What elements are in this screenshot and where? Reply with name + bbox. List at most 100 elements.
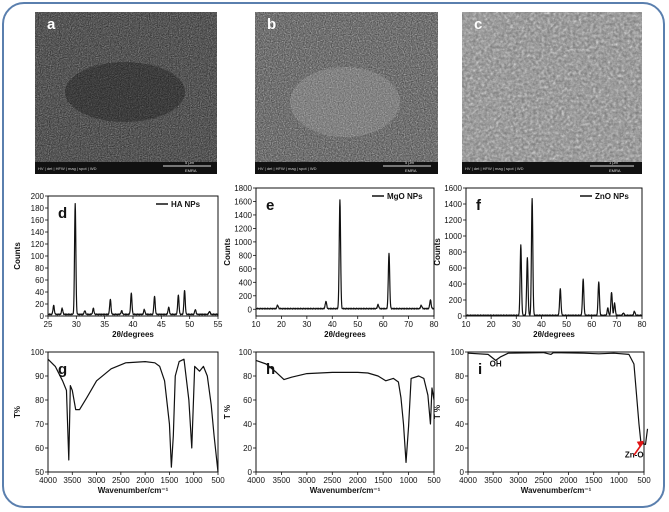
sem-databar-c: HV | det | HFW | mag | spot | WD xyxy=(465,166,524,171)
y-tick-label-f: 1000 xyxy=(444,232,462,241)
y-axis-label-g: T% xyxy=(13,406,22,418)
sem-image-c: HV | det | HFW | mag | spot | WD 1 μm EM… xyxy=(462,12,642,174)
x-tick-label-h: 3000 xyxy=(298,476,316,485)
chart-i: 4000 3500 3000 2500 2000 1500 1000 500 0 20 40 60 80… xyxy=(432,344,657,504)
y-tick-label-h: 40 xyxy=(243,420,252,429)
y-tick-label-e: 200 xyxy=(239,292,253,301)
sem-databar-a: HV | det | HFW | mag | spot | WD xyxy=(38,166,97,171)
y-tick-label-f: 600 xyxy=(449,264,463,273)
x-tick-label-d: 40 xyxy=(129,320,138,329)
y-tick-label-e: 1800 xyxy=(234,184,252,193)
x-tick-label-e: 20 xyxy=(277,320,286,329)
x-tick-label-i: 3500 xyxy=(484,476,502,485)
x-tick-label-g: 3500 xyxy=(63,476,81,485)
y-tick-label-h: 80 xyxy=(243,372,252,381)
x-tick-label-f: 10 xyxy=(462,320,471,329)
y-tick-label-d: 120 xyxy=(31,240,45,249)
x-tick-label-i: 4000 xyxy=(459,476,477,485)
series-line-g xyxy=(47,358,219,473)
sem-label-c: c xyxy=(474,16,483,33)
legend-label-d: HA NPs xyxy=(171,200,201,209)
y-tick-label-f: 1200 xyxy=(444,216,462,225)
x-tick-label-f: 20 xyxy=(487,320,496,329)
series-line-e xyxy=(255,199,435,310)
x-tick-label-e: 40 xyxy=(328,320,337,329)
series-line-h xyxy=(255,359,435,463)
x-tick-label-h: 2000 xyxy=(349,476,367,485)
y-tick-label-e: 0 xyxy=(248,305,253,314)
sem-databar-b: HV | det | HFW | mag | spot | WD xyxy=(258,166,317,171)
panel-label-e: e xyxy=(266,197,274,214)
x-tick-label-g: 2500 xyxy=(112,476,130,485)
x-tick-label-h: 2500 xyxy=(323,476,341,485)
sem-org-c: EMRA xyxy=(609,168,621,173)
y-tick-label-d: 40 xyxy=(35,288,44,297)
x-tick-label-e: 10 xyxy=(252,320,261,329)
legend-label-e: MgO NPs xyxy=(387,192,423,201)
x-tick-label-d: 30 xyxy=(72,320,81,329)
x-axis-label-i: Wavenumber/cm⁻¹ xyxy=(521,486,592,495)
x-tick-label-d: 55 xyxy=(214,320,223,329)
legend-label-f: ZnO NPs xyxy=(595,192,629,201)
y-tick-label-h: 0 xyxy=(248,468,253,477)
y-tick-label-e: 1600 xyxy=(234,197,252,206)
panel-label-d: d xyxy=(58,205,67,222)
x-tick-label-h: 500 xyxy=(427,476,441,485)
y-tick-label-e: 1400 xyxy=(234,211,252,220)
chart-g-svg: 4000 3500 3000 2500 2000 1500 1000 500 50 60 70 80 9… xyxy=(13,348,225,495)
y-tick-label-d: 80 xyxy=(35,264,44,273)
y-tick-label-h: 20 xyxy=(243,444,252,453)
panel-label-i: i xyxy=(478,361,482,378)
x-tick-label-e: 30 xyxy=(302,320,311,329)
chart-h: 4000 3500 3000 2500 2000 1500 1000 500 0 20 40 60 80… xyxy=(222,344,442,504)
y-tick-label-g: 60 xyxy=(35,444,44,453)
y-tick-label-f: 200 xyxy=(449,296,463,305)
panel-label-g: g xyxy=(58,361,67,378)
plot-frame-h xyxy=(255,351,435,473)
x-tick-label-i: 1500 xyxy=(585,476,603,485)
x-axis-label-f: 2θ/degrees xyxy=(533,330,575,339)
x-tick-label-g: 500 xyxy=(211,476,225,485)
x-tick-label-g: 1000 xyxy=(185,476,203,485)
x-tick-label-g: 4000 xyxy=(39,476,57,485)
y-axis-label-i: T % xyxy=(433,405,442,419)
x-tick-label-i: 2500 xyxy=(535,476,553,485)
annotation-arrow-line xyxy=(633,441,644,456)
sem-org-a: EMRA xyxy=(185,168,197,173)
plot-frame-f xyxy=(465,187,643,317)
series-line-i xyxy=(467,352,649,445)
y-tick-label-d: 60 xyxy=(35,276,44,285)
x-tick-label-d: 25 xyxy=(44,320,53,329)
x-tick-label-i: 500 xyxy=(637,476,651,485)
y-tick-label-f: 0 xyxy=(458,312,463,321)
y-tick-label-g: 70 xyxy=(35,420,44,429)
chart-g: 4000 3500 3000 2500 2000 1500 1000 500 50 60 70 80 9… xyxy=(8,344,228,504)
y-tick-label-g: 80 xyxy=(35,396,44,405)
x-tick-label-e: 50 xyxy=(353,320,362,329)
sem-org-b: EMRA xyxy=(405,168,417,173)
y-tick-label-f: 1600 xyxy=(444,184,462,193)
y-tick-label-i: 60 xyxy=(455,396,464,405)
y-tick-label-g: 50 xyxy=(35,468,44,477)
y-tick-label-h: 60 xyxy=(243,396,252,405)
y-tick-label-g: 90 xyxy=(35,372,44,381)
y-tick-label-d: 160 xyxy=(31,216,45,225)
y-tick-label-f: 400 xyxy=(449,280,463,289)
y-tick-label-f: 800 xyxy=(449,248,463,257)
sem-image-b: HV | det | HFW | mag | spot | WD 5 μm EM… xyxy=(255,12,438,174)
x-tick-label-f: 60 xyxy=(587,320,596,329)
y-axis-label-h: T % xyxy=(223,405,232,419)
y-axis-label-d: Counts xyxy=(13,242,22,270)
x-axis-label-d: 2θ/degrees xyxy=(112,330,154,339)
y-tick-label-h: 100 xyxy=(239,348,253,357)
sem-label-a: a xyxy=(47,16,56,33)
sem-scale-a: 5 μm xyxy=(185,160,195,165)
x-tick-label-f: 80 xyxy=(638,320,647,329)
x-tick-label-i: 3000 xyxy=(509,476,527,485)
y-axis-label-e: Counts xyxy=(223,238,232,266)
x-tick-label-d: 50 xyxy=(185,320,194,329)
x-axis-label-e: 2θ/degrees xyxy=(324,330,366,339)
x-tick-label-h: 3500 xyxy=(273,476,291,485)
y-tick-label-i: 80 xyxy=(455,372,464,381)
y-tick-label-e: 1200 xyxy=(234,224,252,233)
